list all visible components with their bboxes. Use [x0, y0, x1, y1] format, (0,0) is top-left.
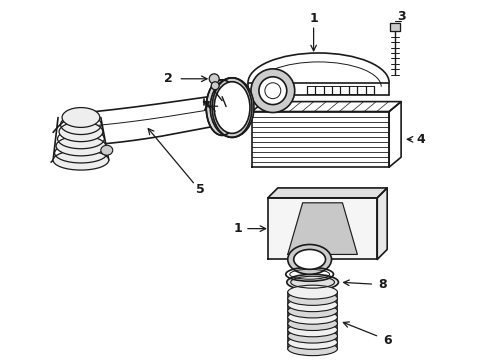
Ellipse shape — [288, 310, 338, 324]
Ellipse shape — [212, 78, 252, 137]
Text: 6: 6 — [383, 334, 392, 347]
Text: 4: 4 — [416, 133, 425, 146]
Polygon shape — [288, 203, 357, 255]
Text: 8: 8 — [378, 278, 387, 291]
Polygon shape — [268, 198, 377, 260]
Text: 5: 5 — [196, 184, 205, 197]
Ellipse shape — [288, 244, 332, 274]
Ellipse shape — [53, 150, 109, 170]
Ellipse shape — [288, 304, 338, 318]
Text: 3: 3 — [397, 10, 405, 23]
Ellipse shape — [288, 342, 338, 356]
Ellipse shape — [288, 336, 338, 349]
Ellipse shape — [288, 329, 338, 343]
Ellipse shape — [288, 285, 338, 299]
Ellipse shape — [211, 82, 219, 90]
Ellipse shape — [209, 74, 219, 84]
Ellipse shape — [288, 298, 338, 312]
Ellipse shape — [62, 108, 100, 127]
Text: 1: 1 — [309, 12, 318, 25]
Text: 2: 2 — [164, 72, 173, 85]
Ellipse shape — [214, 82, 250, 133]
Ellipse shape — [101, 145, 113, 155]
Polygon shape — [377, 188, 387, 260]
Ellipse shape — [288, 316, 338, 330]
Ellipse shape — [288, 292, 338, 305]
Ellipse shape — [210, 78, 254, 137]
Ellipse shape — [259, 77, 287, 105]
Text: 1: 1 — [234, 222, 243, 235]
Ellipse shape — [56, 136, 106, 156]
Text: 7: 7 — [201, 100, 210, 113]
Polygon shape — [390, 23, 400, 31]
Polygon shape — [268, 188, 387, 198]
Ellipse shape — [288, 323, 338, 337]
Ellipse shape — [59, 122, 103, 141]
Ellipse shape — [294, 249, 325, 269]
Ellipse shape — [206, 80, 238, 135]
Ellipse shape — [287, 274, 339, 290]
Ellipse shape — [251, 69, 294, 113]
